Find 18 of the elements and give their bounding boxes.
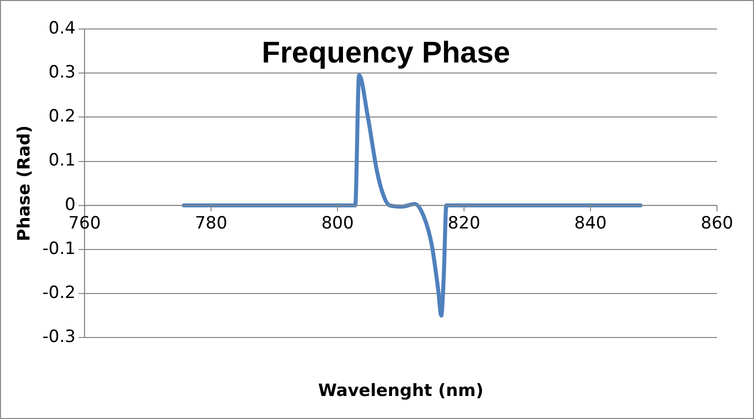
y-axis-title: Phase (Rad) <box>14 125 35 242</box>
x-tick-label: 800 <box>321 213 354 234</box>
x-tick-label: 760 <box>68 213 101 234</box>
y-tick-label: -0.2 <box>42 282 76 303</box>
line-series <box>182 73 642 318</box>
y-tick-label: -0.3 <box>42 327 76 348</box>
y-tick-label: 0.2 <box>48 106 76 127</box>
y-tick-label: 0.4 <box>48 18 76 38</box>
x-tick-label: 840 <box>574 213 607 234</box>
y-tick-label: 0 <box>64 194 76 215</box>
x-tick-label: 860 <box>700 213 734 234</box>
x-tick-label: 780 <box>194 213 228 234</box>
x-axis-title: Wavelenght (nm) <box>318 381 484 402</box>
x-tick-label: 820 <box>448 213 480 234</box>
y-tick-label: 0.3 <box>48 62 76 83</box>
y-tick-label: -0.1 <box>42 238 76 259</box>
y-tick-label: 0.1 <box>48 150 76 171</box>
chart-title: Frequency Phase <box>262 36 510 70</box>
